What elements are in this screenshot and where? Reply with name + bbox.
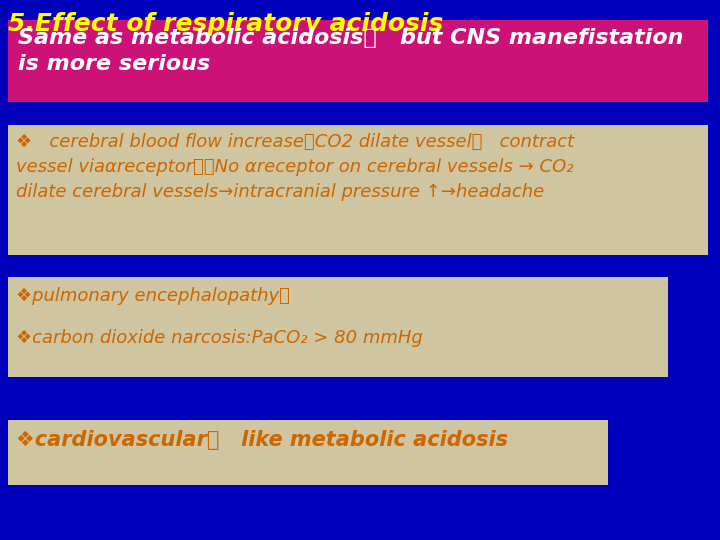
Text: ❖cardiovascular：   like metabolic acidosis: ❖cardiovascular： like metabolic acidosis: [16, 430, 508, 450]
FancyBboxPatch shape: [8, 125, 708, 255]
Text: 5.Effect of respiratory acidosis: 5.Effect of respiratory acidosis: [8, 12, 444, 36]
FancyBboxPatch shape: [8, 20, 708, 102]
Text: Same as metabolic acidosis，   but CNS manefistation
is more serious: Same as metabolic acidosis， but CNS mane…: [18, 28, 683, 75]
FancyBboxPatch shape: [8, 420, 608, 485]
Text: ❖   cerebral blood flow increase（CO2 dilate vessel；   contract
vessel viaαrecept: ❖ cerebral blood flow increase（CO2 dilat…: [16, 133, 574, 201]
Text: ❖pulmonary encephalopathy：

❖carbon dioxide narcosis:PaCO₂ > 80 mmHg: ❖pulmonary encephalopathy： ❖carbon dioxi…: [16, 287, 423, 347]
FancyBboxPatch shape: [8, 277, 668, 377]
